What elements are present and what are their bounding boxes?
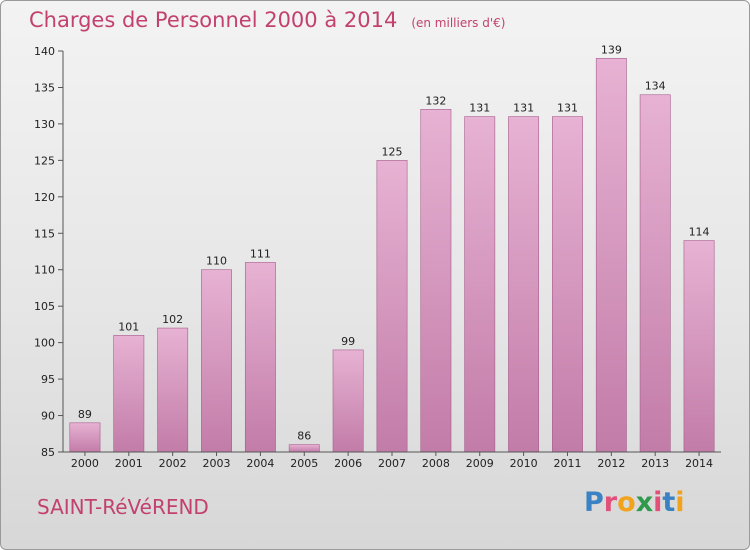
data-label-2008: 132 xyxy=(425,94,446,107)
bar-2008 xyxy=(420,109,452,453)
y-tick-label: 95 xyxy=(41,373,55,386)
y-tick-label: 90 xyxy=(41,410,55,423)
x-tick-label-2014: 2014 xyxy=(685,457,713,470)
x-tick-label-2012: 2012 xyxy=(597,457,625,470)
x-tick-label-2013: 2013 xyxy=(641,457,669,470)
logo-letter: o xyxy=(617,487,636,518)
y-tick-label: 105 xyxy=(34,300,55,313)
data-label-2004: 111 xyxy=(250,247,271,260)
bar-2002 xyxy=(157,327,189,453)
x-tick-label-2002: 2002 xyxy=(159,457,187,470)
bar-2005 xyxy=(288,444,320,453)
x-tick-label-2010: 2010 xyxy=(510,457,538,470)
bar-2009 xyxy=(464,116,496,453)
y-tick-label: 115 xyxy=(34,227,55,240)
data-label-2005: 86 xyxy=(297,430,311,443)
y-tick-label: 130 xyxy=(34,118,55,131)
data-label-2002: 102 xyxy=(162,313,183,326)
y-tick-label: 110 xyxy=(34,264,55,277)
data-label-2003: 110 xyxy=(206,255,227,268)
logo-letter: t xyxy=(662,487,676,518)
x-tick-label-2006: 2006 xyxy=(334,457,362,470)
logo-letter: P xyxy=(584,487,604,518)
x-tick-label-2005: 2005 xyxy=(290,457,318,470)
data-label-2001: 101 xyxy=(118,320,139,333)
bar-2013 xyxy=(639,94,671,453)
data-label-2006: 99 xyxy=(341,335,355,348)
chart-title-main: Charges de Personnel 2000 à 2014 xyxy=(29,8,398,32)
bar-2001 xyxy=(113,335,145,453)
chart-title: Charges de Personnel 2000 à 2014 (en mill… xyxy=(29,8,505,32)
x-tick-label-2007: 2007 xyxy=(378,457,406,470)
x-tick-label-2000: 2000 xyxy=(71,457,99,470)
bar-2000 xyxy=(69,422,101,453)
data-label-2009: 131 xyxy=(469,102,490,115)
data-label-2011: 131 xyxy=(557,102,578,115)
y-tick-label: 100 xyxy=(34,337,55,350)
y-tick-label: 120 xyxy=(34,191,55,204)
bar-2011 xyxy=(552,116,583,453)
data-label-2010: 131 xyxy=(513,102,534,115)
proxiti-logo[interactable]: Proxiti xyxy=(584,487,685,518)
data-label-2014: 114 xyxy=(689,226,710,239)
x-tick-label-2004: 2004 xyxy=(246,457,274,470)
data-label-2007: 125 xyxy=(382,145,403,158)
logo-letter: x xyxy=(635,487,654,518)
logo-letter: r xyxy=(603,487,618,518)
bar-2004 xyxy=(244,262,276,453)
x-axis: 2000 2001 2002 2003 2004 2005 2006 2007 2008 2009… xyxy=(63,451,721,470)
logo-letter: i xyxy=(675,487,685,518)
bars-group: 89 101 102 110 111 86 99 125 132 131 131 131 139 134 1… xyxy=(69,43,715,453)
bar-2003 xyxy=(201,269,232,453)
data-label-2012: 139 xyxy=(601,43,622,56)
y-tick-label: 140 xyxy=(34,45,55,58)
x-tick-label-2009: 2009 xyxy=(466,457,494,470)
bar-2006 xyxy=(332,349,364,453)
data-label-2013: 134 xyxy=(645,80,666,93)
y-tick-label: 125 xyxy=(34,154,55,167)
bar-2010 xyxy=(508,116,540,453)
commune-name: SAINT-RéVéREND xyxy=(37,495,209,519)
chart-title-unit: (en milliers d'€) xyxy=(411,16,506,30)
y-axis: 85 90 95 100 105 110 115 120 125 130 135 140 xyxy=(34,45,64,459)
y-tick-label: 85 xyxy=(41,446,55,459)
x-tick-label-2008: 2008 xyxy=(422,457,450,470)
data-label-2000: 89 xyxy=(78,408,92,421)
x-tick-label-2001: 2001 xyxy=(115,457,143,470)
bar-2012 xyxy=(595,57,627,453)
logo-letter: i xyxy=(653,487,663,518)
y-tick-label: 135 xyxy=(34,81,55,94)
x-tick-label-2003: 2003 xyxy=(203,457,231,470)
x-tick-label-2011: 2011 xyxy=(553,457,581,470)
bar-2007 xyxy=(376,160,408,453)
bar-2014 xyxy=(683,240,715,453)
